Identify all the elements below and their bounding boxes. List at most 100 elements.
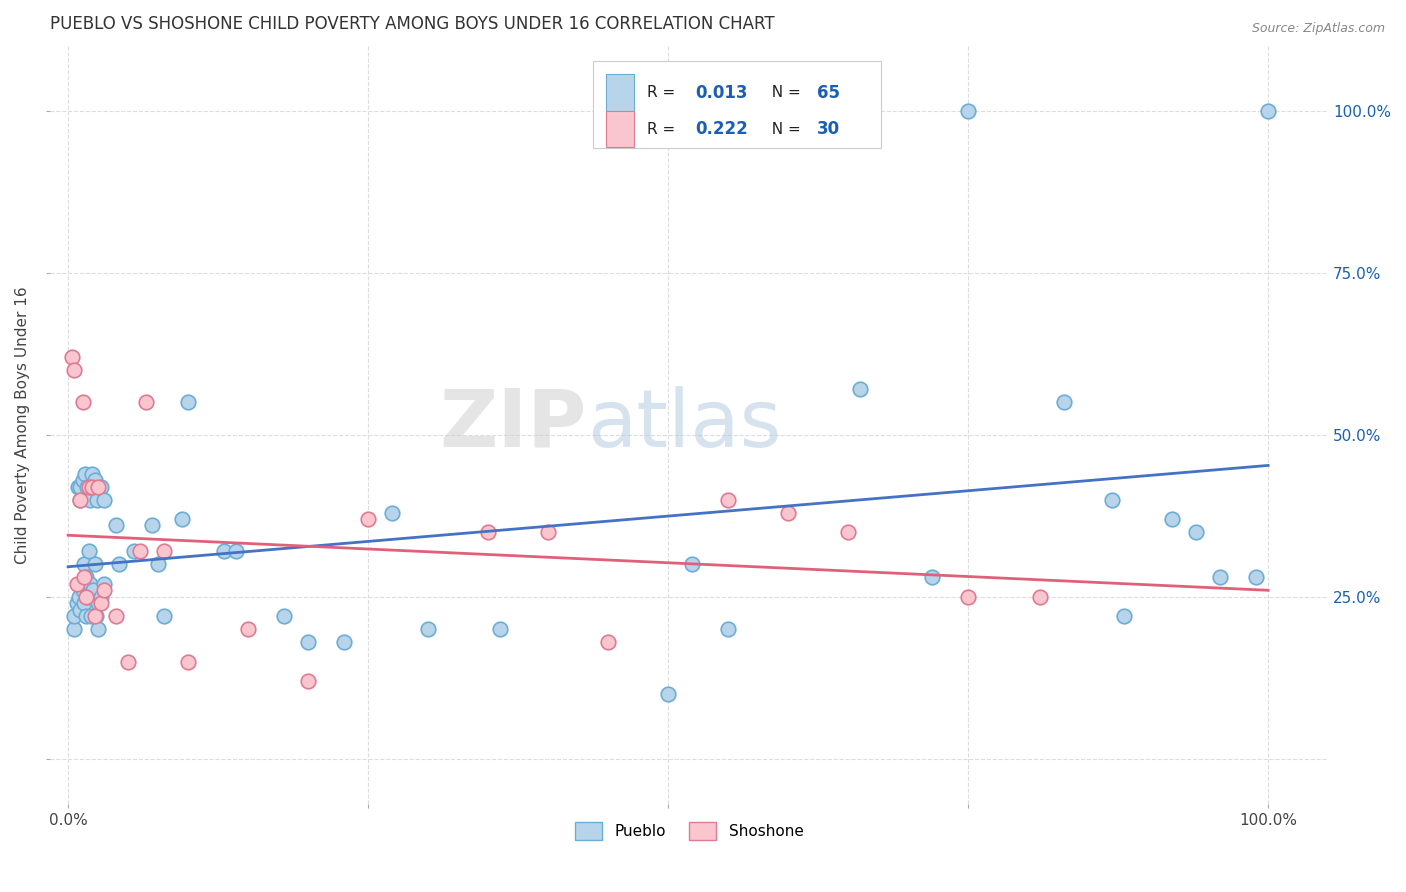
Point xyxy=(70,577,93,591)
Point xyxy=(537,524,560,539)
Y-axis label: Child Poverty Among Boys Under 16: Child Poverty Among Boys Under 16 xyxy=(15,286,30,564)
Point xyxy=(73,570,96,584)
Point xyxy=(63,622,86,636)
Point xyxy=(79,577,101,591)
Point xyxy=(172,512,194,526)
Point xyxy=(63,609,86,624)
Point xyxy=(72,473,94,487)
Point xyxy=(837,524,859,539)
Text: 30: 30 xyxy=(817,120,839,138)
Point xyxy=(225,544,247,558)
Point xyxy=(477,524,499,539)
Point xyxy=(76,480,98,494)
Point xyxy=(333,635,356,649)
Point xyxy=(82,480,104,494)
Bar xyxy=(593,61,880,148)
Point xyxy=(1244,570,1267,584)
Point xyxy=(82,590,104,604)
Point xyxy=(849,382,872,396)
Point xyxy=(75,609,97,624)
Point xyxy=(83,473,105,487)
Point xyxy=(297,635,319,649)
Point xyxy=(77,544,100,558)
Point xyxy=(1114,609,1136,624)
Text: 65: 65 xyxy=(817,84,839,102)
Point xyxy=(87,622,110,636)
Point xyxy=(107,558,129,572)
Point xyxy=(177,395,200,409)
Point xyxy=(212,544,235,558)
Point xyxy=(153,544,176,558)
Point xyxy=(93,583,115,598)
Point xyxy=(72,583,94,598)
Point xyxy=(105,609,128,624)
Point xyxy=(297,674,319,689)
Bar xyxy=(606,111,634,147)
Text: R =: R = xyxy=(647,121,681,136)
Point xyxy=(1053,395,1076,409)
Point xyxy=(1101,492,1123,507)
Point xyxy=(657,687,679,701)
Point xyxy=(69,492,91,507)
Point xyxy=(69,480,91,494)
Point xyxy=(122,544,145,558)
Text: 0.013: 0.013 xyxy=(696,84,748,102)
Text: ZIP: ZIP xyxy=(440,386,586,464)
Point xyxy=(65,577,87,591)
Point xyxy=(87,596,110,610)
Point xyxy=(75,590,97,604)
Point xyxy=(1185,524,1208,539)
Point xyxy=(72,395,94,409)
Point xyxy=(135,395,157,409)
Point xyxy=(90,596,112,610)
Point xyxy=(69,492,91,507)
Point xyxy=(83,609,105,624)
Point xyxy=(153,609,176,624)
Point xyxy=(418,622,440,636)
Point xyxy=(105,518,128,533)
Point xyxy=(778,506,800,520)
Point xyxy=(67,590,90,604)
Point xyxy=(73,558,96,572)
Point xyxy=(63,363,86,377)
Point xyxy=(381,506,404,520)
Point xyxy=(60,350,83,364)
Legend: Pueblo, Shoshone: Pueblo, Shoshone xyxy=(568,816,810,846)
Point xyxy=(79,492,101,507)
Point xyxy=(73,467,96,481)
Point xyxy=(84,609,107,624)
Point xyxy=(717,492,740,507)
Point xyxy=(957,590,980,604)
Point xyxy=(141,518,163,533)
Point xyxy=(357,512,380,526)
Point xyxy=(87,480,110,494)
Point xyxy=(273,609,295,624)
Text: 0.222: 0.222 xyxy=(696,120,748,138)
Point xyxy=(117,655,139,669)
Point xyxy=(90,480,112,494)
Point xyxy=(489,622,512,636)
Point xyxy=(717,622,740,636)
Point xyxy=(957,103,980,118)
Point xyxy=(75,570,97,584)
Point xyxy=(82,467,104,481)
Point xyxy=(93,492,115,507)
Text: N =: N = xyxy=(762,121,806,136)
Point xyxy=(129,544,152,558)
Point xyxy=(1029,590,1052,604)
Text: Source: ZipAtlas.com: Source: ZipAtlas.com xyxy=(1251,22,1385,36)
Bar xyxy=(606,75,634,111)
Point xyxy=(1209,570,1232,584)
Point xyxy=(66,480,89,494)
Point xyxy=(86,492,108,507)
Point xyxy=(80,609,103,624)
Point xyxy=(598,635,620,649)
Point xyxy=(69,603,91,617)
Point xyxy=(93,577,115,591)
Point xyxy=(76,590,98,604)
Point xyxy=(681,558,703,572)
Text: R =: R = xyxy=(647,86,681,100)
Point xyxy=(1257,103,1279,118)
Point xyxy=(236,622,259,636)
Point xyxy=(77,480,100,494)
